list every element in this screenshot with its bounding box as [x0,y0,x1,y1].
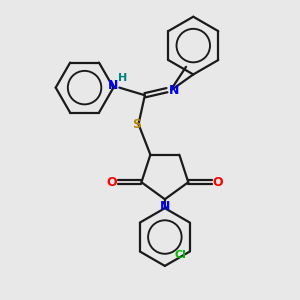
Text: N: N [160,200,170,213]
Text: N: N [108,80,118,92]
Text: Cl: Cl [175,250,187,260]
Text: S: S [132,118,141,130]
Text: O: O [213,176,223,189]
Text: H: H [118,73,128,83]
Text: N: N [169,84,179,97]
Text: O: O [106,176,117,189]
